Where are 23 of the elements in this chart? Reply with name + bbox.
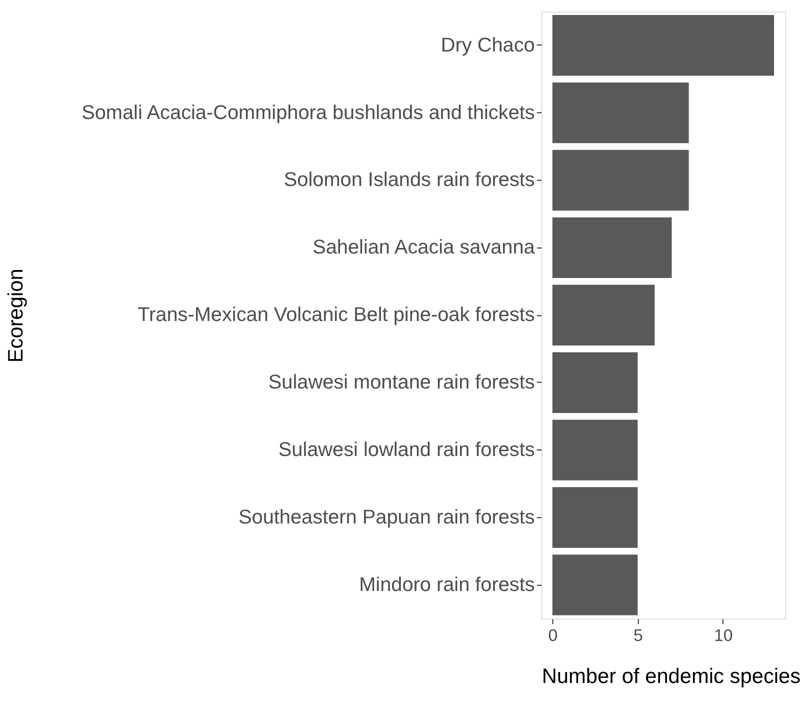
x-tick-label: 0 bbox=[548, 626, 558, 646]
bar bbox=[552, 82, 689, 144]
y-tick-label: Sulawesi montane rain forests bbox=[268, 372, 535, 394]
bar bbox=[552, 554, 638, 616]
bar bbox=[552, 284, 655, 346]
bar bbox=[552, 150, 689, 211]
x-tick-label: 10 bbox=[714, 626, 733, 646]
y-tick-label: Sahelian Acacia savanna bbox=[312, 236, 536, 259]
y-tick-label: Southeastern Papuan rain forests bbox=[238, 506, 535, 528]
bar bbox=[552, 352, 638, 413]
y-tick-label: Mindoro rain forests bbox=[359, 574, 535, 596]
y-tick-label: Solomon Islands rain forests bbox=[284, 169, 535, 192]
bar bbox=[552, 217, 672, 278]
bar bbox=[552, 487, 638, 548]
bar bbox=[552, 15, 774, 76]
bar bbox=[552, 420, 638, 480]
y-tick-label: Somali Acacia-Commiphora bushlands and thickets bbox=[82, 102, 535, 124]
y-tick-label: Trans-Mexican Volcanic Belt pine-oak forests bbox=[138, 304, 535, 326]
x-axis-title: Number of endemic species bbox=[542, 664, 801, 688]
y-axis-title: Ecoregion bbox=[4, 268, 28, 363]
y-tick-label: Dry Chaco bbox=[440, 34, 535, 56]
x-tick-label: 5 bbox=[633, 626, 643, 646]
y-tick-label: Sulawesi lowland rain forests bbox=[278, 439, 535, 462]
